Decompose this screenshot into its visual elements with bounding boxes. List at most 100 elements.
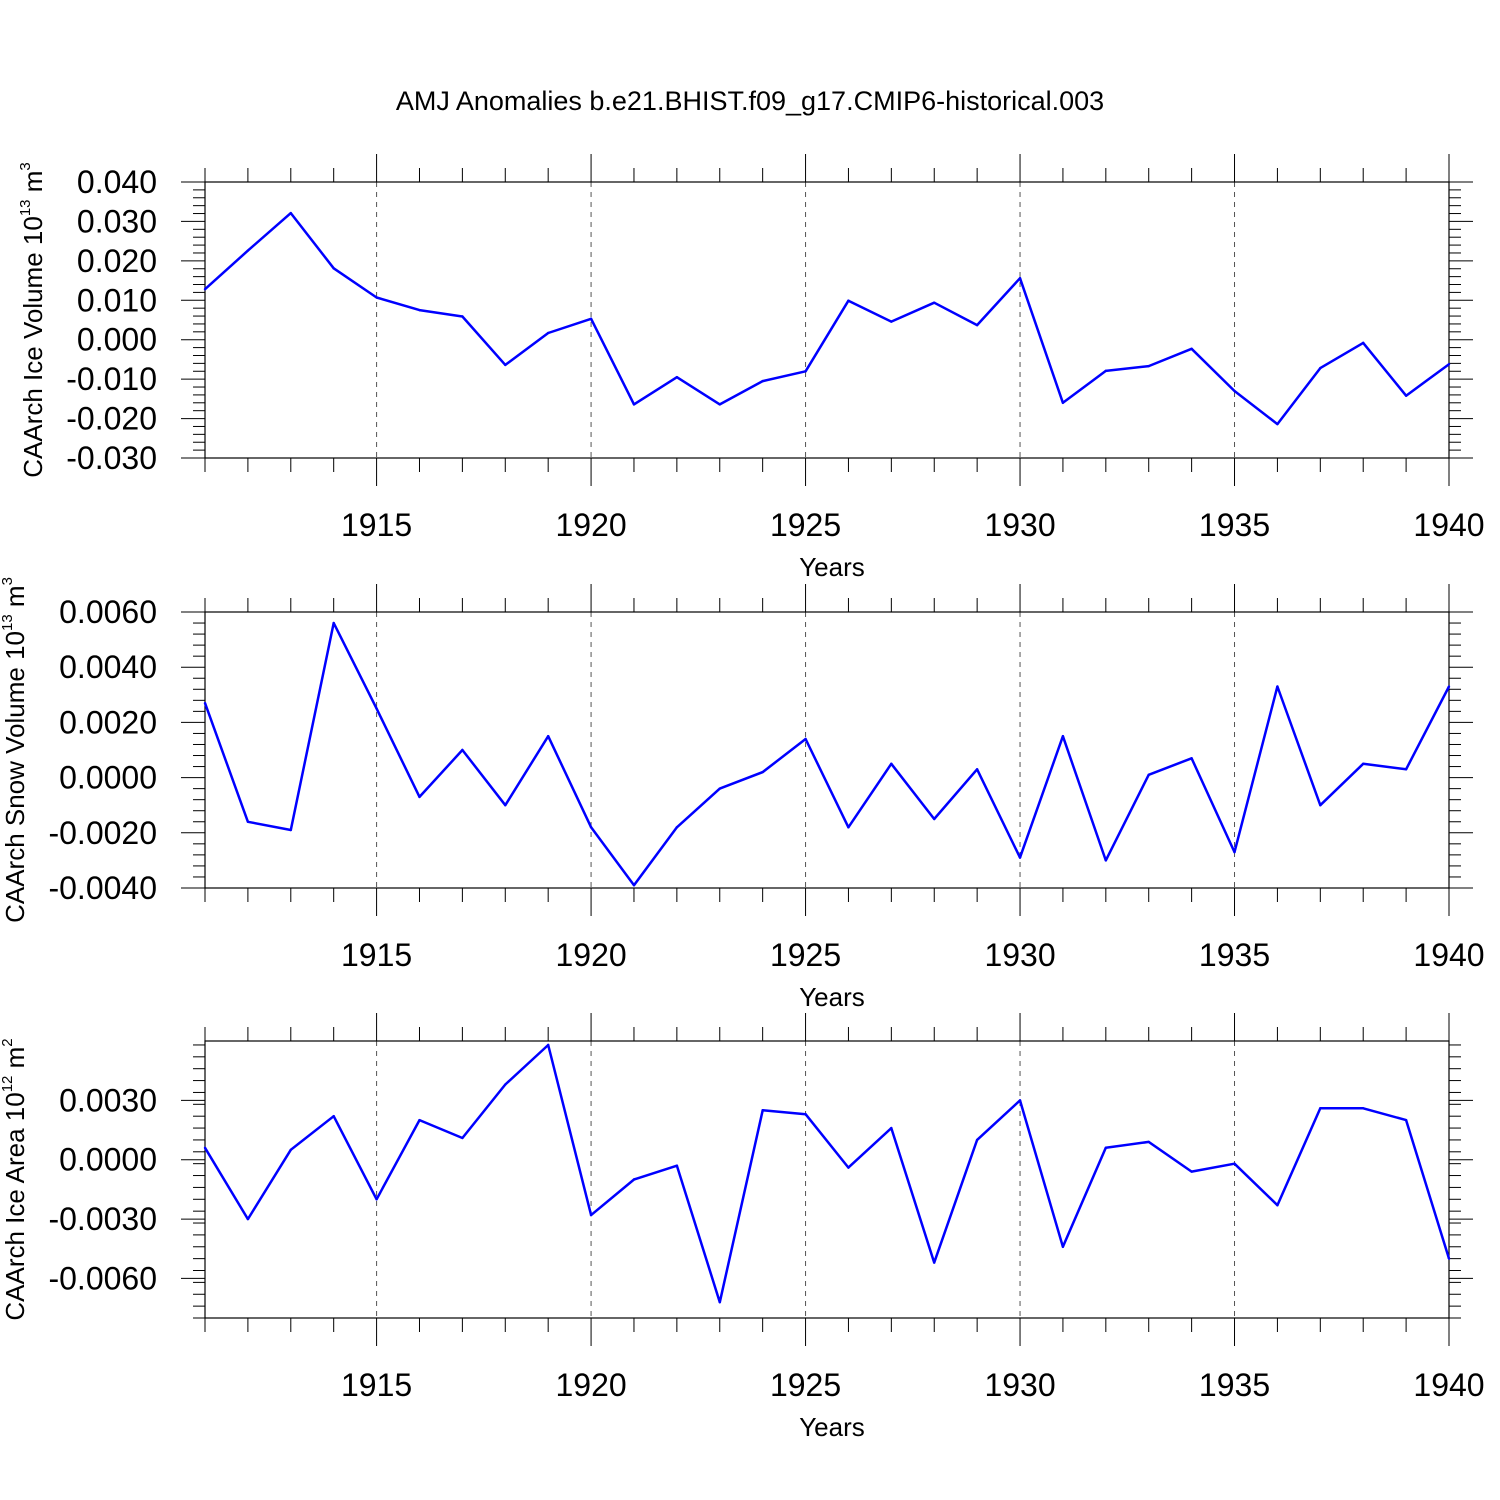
data-point bbox=[375, 707, 378, 710]
data-point bbox=[1233, 389, 1236, 393]
y-axis-title: CAArch Ice Area 1012 m2 bbox=[0, 1038, 30, 1320]
data-point bbox=[1104, 859, 1108, 862]
data-point bbox=[461, 1136, 464, 1140]
data-point bbox=[332, 1114, 335, 1118]
data-point bbox=[933, 301, 936, 304]
data-point bbox=[1362, 762, 1365, 765]
data-point bbox=[504, 804, 507, 807]
y-tick-label: -0.010 bbox=[66, 361, 157, 397]
panel-2: 1915 1920 1925 1930 1935 1940 0.0060 0.0040 0.00… bbox=[0, 577, 1485, 1012]
data-point bbox=[1018, 1099, 1022, 1102]
plot-frame bbox=[204, 1040, 1450, 1319]
x-tick-label: 1940 bbox=[1413, 937, 1484, 973]
y-tick-label: 0.0020 bbox=[59, 704, 157, 740]
x-tick-label: 1915 bbox=[341, 507, 412, 543]
data-point bbox=[289, 828, 292, 832]
x-tick-label: 1915 bbox=[341, 1367, 412, 1403]
y-tick-label: 0.0040 bbox=[59, 649, 157, 685]
data-point bbox=[933, 817, 936, 821]
data-point bbox=[1233, 1162, 1236, 1165]
data-point bbox=[890, 1126, 893, 1130]
y-tick-label: -0.0020 bbox=[48, 815, 157, 851]
data-point bbox=[1104, 369, 1108, 373]
x-tick-label: 1920 bbox=[555, 1367, 626, 1403]
data-point bbox=[1447, 1257, 1451, 1260]
y-tick-label: 0.0000 bbox=[59, 760, 157, 796]
x-tick-label: 1940 bbox=[1413, 507, 1484, 543]
data-point bbox=[1362, 1107, 1365, 1110]
data-point bbox=[589, 1213, 593, 1217]
data-point bbox=[675, 375, 679, 379]
plot-frame bbox=[204, 181, 1450, 459]
data-point bbox=[418, 308, 421, 312]
x-tick-label: 1935 bbox=[1199, 937, 1270, 973]
series-line bbox=[203, 1043, 1451, 1304]
data-point bbox=[332, 267, 335, 270]
data-point bbox=[461, 315, 464, 318]
x-axis-title: Years bbox=[799, 982, 865, 1012]
data-point bbox=[761, 1109, 764, 1112]
x-tick-label: 1930 bbox=[984, 1367, 1055, 1403]
data-point bbox=[246, 249, 250, 252]
x-tick-label: 1930 bbox=[984, 937, 1055, 973]
data-point bbox=[804, 1113, 807, 1116]
data-point bbox=[203, 288, 207, 291]
data-point bbox=[1447, 362, 1451, 366]
data-point bbox=[718, 403, 721, 406]
data-point bbox=[1276, 422, 1279, 426]
data-point bbox=[1018, 856, 1022, 859]
data-point bbox=[418, 795, 421, 799]
data-point bbox=[1147, 364, 1150, 368]
data-point bbox=[890, 320, 893, 323]
y-tick-label: -0.020 bbox=[66, 401, 157, 437]
x-axis-title: Years bbox=[799, 1412, 865, 1442]
data-point bbox=[546, 331, 550, 335]
data-point bbox=[1319, 804, 1322, 807]
data-point bbox=[1319, 366, 1322, 370]
data-point bbox=[1404, 768, 1408, 771]
data-point bbox=[847, 826, 850, 829]
data-point bbox=[203, 701, 207, 705]
data-point bbox=[890, 762, 893, 765]
data-point bbox=[461, 748, 464, 752]
plot-frame bbox=[204, 611, 1450, 889]
y-tick-label: 0.030 bbox=[77, 203, 157, 239]
data-point bbox=[1447, 685, 1451, 688]
y-tick-label: -0.030 bbox=[66, 440, 157, 476]
y-tick-label: -0.0060 bbox=[48, 1260, 157, 1296]
x-tick-label: 1920 bbox=[555, 937, 626, 973]
y-tick-label: 0.000 bbox=[77, 322, 157, 358]
data-point bbox=[504, 1083, 507, 1086]
data-point bbox=[1190, 757, 1193, 760]
y-axis-title: CAArch Ice Volume 1013 m3 bbox=[17, 162, 48, 478]
data-point bbox=[975, 1138, 979, 1142]
data-point bbox=[933, 1261, 936, 1264]
data-point bbox=[203, 1146, 207, 1150]
data-point bbox=[675, 1164, 679, 1167]
data-point bbox=[504, 363, 507, 367]
series-line bbox=[203, 621, 1451, 887]
y-tick-label: 0.0060 bbox=[59, 594, 157, 630]
data-point bbox=[804, 737, 807, 741]
x-tick-label: 1925 bbox=[770, 507, 841, 543]
data-point bbox=[1147, 773, 1150, 777]
data-point bbox=[1190, 1170, 1193, 1173]
data-point bbox=[589, 826, 593, 829]
chart-title: AMJ Anomalies b.e21.BHIST.f09_g17.CMIP6-… bbox=[396, 86, 1104, 116]
data-point bbox=[804, 370, 807, 373]
data-point bbox=[1233, 850, 1236, 854]
data-point bbox=[761, 770, 764, 774]
data-point bbox=[246, 820, 250, 823]
x-tick-label: 1940 bbox=[1413, 1367, 1484, 1403]
data-point bbox=[1362, 341, 1365, 345]
data-point bbox=[761, 379, 764, 383]
x-axis-title: Years bbox=[799, 552, 865, 582]
data-point bbox=[675, 826, 679, 829]
y-tick-label: 0.010 bbox=[77, 282, 157, 318]
data-point bbox=[718, 1300, 721, 1304]
data-point bbox=[375, 296, 378, 299]
data-point bbox=[975, 768, 979, 771]
x-tick-label: 1925 bbox=[770, 937, 841, 973]
data-point bbox=[718, 787, 721, 790]
